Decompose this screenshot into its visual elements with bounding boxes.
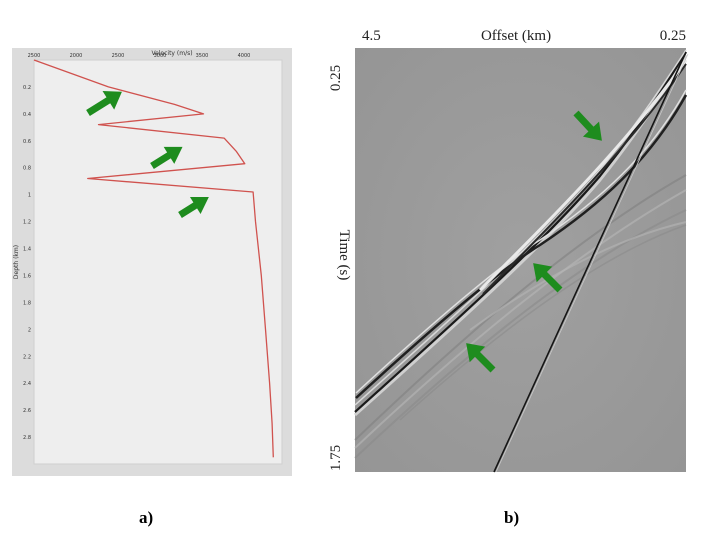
panel-b-x-tick-left: 4.5 [362,28,381,44]
panel-b-y-tick-bottom: 1.75 [328,445,344,471]
panel-a-y-tick-label: 2.4 [23,381,31,387]
panel-a-y-tick-label: 0.2 [23,85,31,91]
panel-a-y-tick-label: 2.2 [23,354,31,360]
panel-a-y-tick-label: 1.2 [23,220,31,226]
green-arrow-icon [150,146,183,169]
panel-a: 2500 2000 2500 3000 3500 4000 Velocity (m/s) … [12,48,292,476]
panel-a-x-tick-label: 2500 [28,53,41,59]
panel-a-x-ticks: 2500 2000 2500 3000 3500 4000 [28,53,251,59]
panel-a-y-tick-label: 0.4 [23,112,31,118]
panel-a-x-tick-label: 2000 [70,53,83,59]
panel-a-y-tick-label: 2 [28,327,31,333]
panel-a-caption: a) [139,508,154,527]
panel-a-y-tick-label: 1.4 [23,247,31,253]
panel-a-y-tick-label: 1.6 [23,273,31,279]
panel-b-y-tick-top: 0.25 [328,65,344,91]
green-arrow-icon [178,196,209,218]
panel-a-y-axis-label: Depth (km) [13,245,20,279]
panel-a-y-tick-label: 2.8 [23,435,31,441]
green-arrow-icon [533,263,563,293]
panel-a-series [33,59,274,458]
panel-a-y-tick-label: 2.6 [23,408,31,414]
panel-a-velocity-curve [33,59,274,458]
panel-a-y-ticks: 0.2 0.4 0.6 0.8 1 1.2 1.4 1.6 1.8 2 2.2 2.4 2.6 2.8 [23,85,31,441]
panel-b-x-tick-right: 0.25 [660,28,686,44]
panel-a-plot-area [33,59,283,465]
green-arrow-icon [466,343,496,373]
panel-b-caption: b) [504,508,520,527]
panel-a-y-tick-label: 0.6 [23,139,31,145]
panel-a-x-tick-label: 4000 [238,53,251,59]
panel-a-y-tick-label: 0.8 [23,166,31,172]
panel-a-x-axis-label: Velocity (m/s) [151,50,192,57]
panel-b-x-axis-label: Offset (km) [481,28,551,44]
panel-b: 4.5 Offset (km) 0.25 0.25 Time (s) 1.75 [328,28,689,473]
green-arrow-icon [573,110,602,141]
green-arrow-icon [86,90,122,116]
panel-a-y-tick-label: 1.8 [23,300,31,306]
panel-b-y-axis-label: Time (s) [336,230,352,281]
panel-b-seismic-events [353,49,689,473]
panel-a-x-tick-label: 3000 [154,53,167,59]
panel-a-x-tick-label: 2500 [112,53,125,59]
panel-a-y-tick-label: 1 [28,193,31,199]
panel-a-x-tick-label: 3500 [196,53,209,59]
